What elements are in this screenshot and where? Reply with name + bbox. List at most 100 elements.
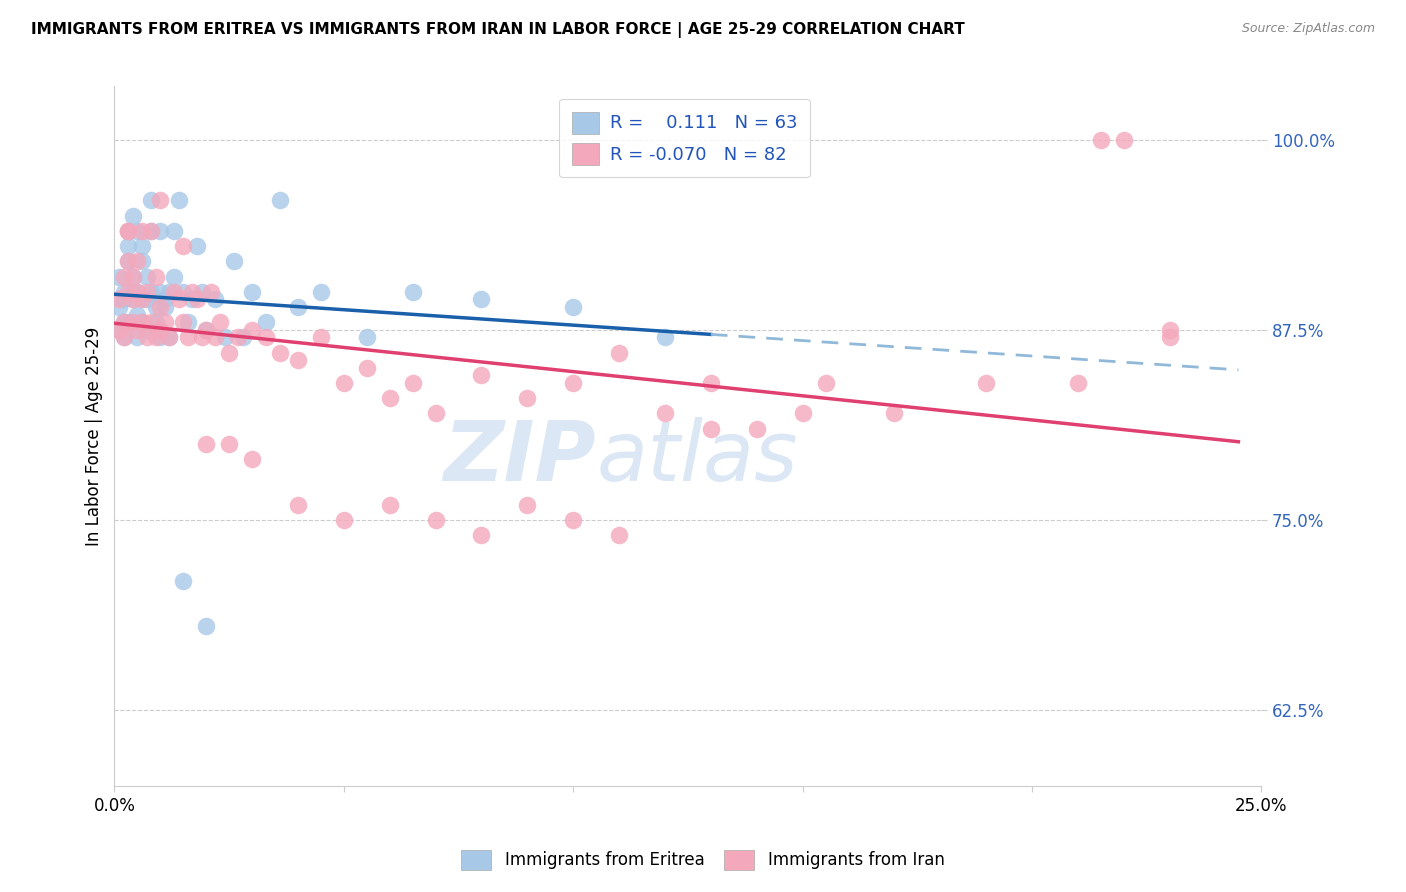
Point — [333, 513, 356, 527]
Point — [333, 376, 356, 390]
Point — [378, 498, 401, 512]
Point — [309, 330, 332, 344]
Point — [131, 315, 153, 329]
Point — [131, 293, 153, 307]
Point — [254, 315, 277, 329]
Point — [356, 330, 378, 344]
Point — [214, 330, 236, 344]
Point — [356, 360, 378, 375]
Point — [287, 498, 309, 512]
Point — [700, 376, 723, 390]
Point — [112, 285, 135, 299]
Point — [654, 330, 676, 344]
Point — [190, 330, 212, 344]
Point — [121, 269, 143, 284]
Point — [172, 239, 194, 253]
Point — [195, 619, 218, 633]
Point — [117, 254, 139, 268]
Point — [167, 293, 190, 307]
Point — [139, 224, 162, 238]
Point — [204, 293, 226, 307]
Point — [163, 224, 186, 238]
Point — [654, 406, 676, 420]
Point — [145, 300, 167, 314]
Point — [814, 376, 837, 390]
Point — [117, 285, 139, 299]
Point — [149, 285, 172, 299]
Point — [153, 315, 176, 329]
Legend: Immigrants from Eritrea, Immigrants from Iran: Immigrants from Eritrea, Immigrants from… — [454, 843, 952, 877]
Point — [232, 330, 254, 344]
Text: ZIP: ZIP — [443, 417, 596, 498]
Point — [117, 224, 139, 238]
Point — [190, 285, 212, 299]
Point — [153, 300, 176, 314]
Point — [149, 194, 172, 208]
Point — [131, 224, 153, 238]
Point — [470, 528, 492, 542]
Point — [562, 513, 585, 527]
Point — [218, 345, 240, 359]
Point — [700, 422, 723, 436]
Point — [159, 330, 181, 344]
Point — [167, 194, 190, 208]
Point — [269, 194, 291, 208]
Point — [127, 308, 149, 322]
Point — [269, 345, 291, 359]
Point — [159, 330, 181, 344]
Point — [1090, 133, 1112, 147]
Point — [139, 224, 162, 238]
Point — [108, 300, 131, 314]
Point — [112, 315, 135, 329]
Point — [163, 269, 186, 284]
Point — [745, 422, 768, 436]
Text: IMMIGRANTS FROM ERITREA VS IMMIGRANTS FROM IRAN IN LABOR FORCE | AGE 25-29 CORRE: IMMIGRANTS FROM ERITREA VS IMMIGRANTS FR… — [31, 22, 965, 38]
Text: Source: ZipAtlas.com: Source: ZipAtlas.com — [1241, 22, 1375, 36]
Point — [177, 330, 200, 344]
Point — [309, 285, 332, 299]
Point — [1067, 376, 1090, 390]
Point — [112, 330, 135, 344]
Point — [139, 315, 162, 329]
Point — [117, 224, 139, 238]
Point — [195, 437, 218, 451]
Point — [131, 254, 153, 268]
Point — [127, 285, 149, 299]
Point — [108, 293, 131, 307]
Point — [425, 513, 447, 527]
Point — [121, 209, 143, 223]
Point — [108, 269, 131, 284]
Legend: R =    0.111   N = 63, R = -0.070   N = 82: R = 0.111 N = 63, R = -0.070 N = 82 — [560, 99, 810, 178]
Point — [177, 315, 200, 329]
Point — [883, 406, 905, 420]
Point — [149, 323, 172, 337]
Point — [516, 391, 538, 405]
Point — [470, 368, 492, 383]
Point — [172, 315, 194, 329]
Point — [218, 437, 240, 451]
Point — [117, 315, 139, 329]
Point — [121, 293, 143, 307]
Point — [127, 254, 149, 268]
Point — [149, 224, 172, 238]
Point — [378, 391, 401, 405]
Point — [562, 376, 585, 390]
Point — [163, 285, 186, 299]
Point — [131, 315, 153, 329]
Point — [127, 330, 149, 344]
Point — [222, 254, 245, 268]
Point — [139, 194, 162, 208]
Point — [145, 315, 167, 329]
Point — [108, 323, 131, 337]
Point — [121, 315, 143, 329]
Point — [1159, 323, 1181, 337]
Point — [516, 498, 538, 512]
Point — [135, 269, 157, 284]
Point — [121, 269, 143, 284]
Point — [287, 353, 309, 368]
Point — [401, 285, 423, 299]
Point — [117, 224, 139, 238]
Point — [792, 406, 814, 420]
Point — [127, 285, 149, 299]
Point — [121, 293, 143, 307]
